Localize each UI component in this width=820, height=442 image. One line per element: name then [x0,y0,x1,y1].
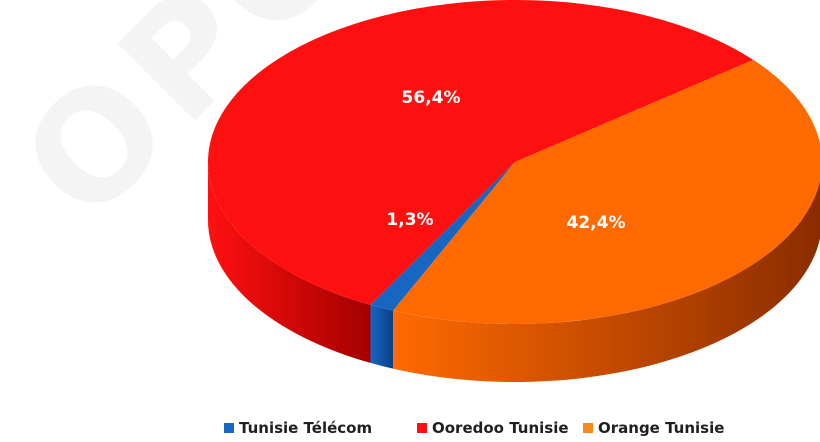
legend-item-ooredoo-tunisie: Ooredoo Tunisie [417,419,569,437]
pie-side-tunisie-telecom [370,304,394,369]
legend-label-orange-tunisie: Orange Tunisie [598,419,725,437]
pie-side-orange-tunisie [393,180,820,382]
legend-label-ooredoo-tunisie: Ooredoo Tunisie [432,419,569,437]
legend-label-tunisie-telecom: Tunisie Télécom [239,419,373,437]
data-label-ooredoo-tunisie: 56,4% [402,88,461,108]
pie-side-ooredoo-tunisie [208,162,371,363]
legend-swatch-tunisie-telecom [224,423,234,433]
pie-slice-orange-tunisie [393,59,820,324]
legend-item-orange-tunisie: Orange Tunisie [583,419,724,437]
data-label-orange-tunisie: 42,4% [567,213,626,233]
pie-slice-ooredoo-tunisie [208,0,754,305]
chart-legend: Tunisie Télécom Ooredoo Tunisie Orange T… [224,419,820,441]
pie-slice-tunisie-telecom [370,162,515,311]
legend-swatch-ooredoo-tunisie [417,423,427,433]
legend-item-tunisie-telecom: Tunisie Télécom [224,419,372,437]
data-label-tunisie-telecom: 1,3% [386,210,433,230]
legend-swatch-orange-tunisie [583,423,593,433]
